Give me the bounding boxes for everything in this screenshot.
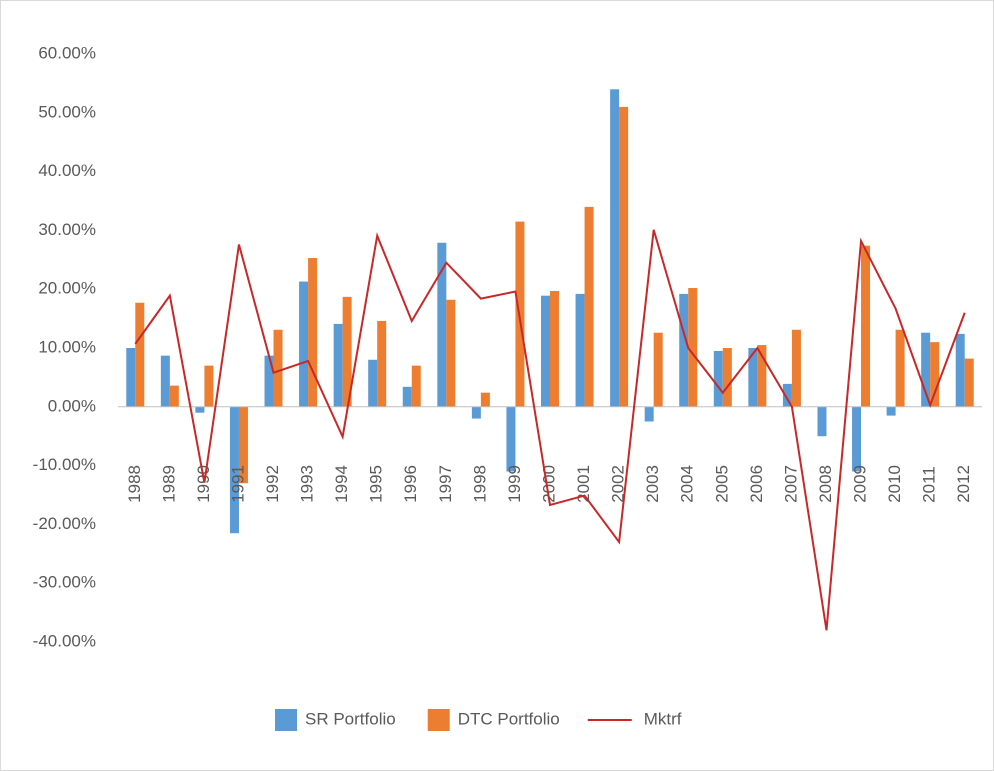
- x-tick-label: 1988: [125, 465, 144, 503]
- bar: [195, 406, 205, 413]
- y-tick-label: 50.00%: [38, 102, 96, 121]
- bar: [852, 406, 862, 472]
- bar: [204, 365, 214, 407]
- x-tick-label: 2003: [643, 465, 662, 503]
- bar: [299, 281, 309, 407]
- y-tick-label: -10.00%: [33, 455, 96, 474]
- bar: [713, 350, 723, 407]
- bar: [861, 245, 871, 407]
- bar: [619, 106, 629, 407]
- bar: [895, 329, 905, 407]
- y-tick-label: -40.00%: [33, 631, 96, 650]
- x-tick-label: 1996: [401, 465, 420, 503]
- bar: [480, 392, 490, 407]
- x-tick-label: 1990: [194, 465, 213, 503]
- x-tick-label: 2011: [920, 466, 939, 503]
- bar: [377, 320, 387, 407]
- bar: [264, 355, 274, 407]
- bar: [273, 329, 283, 407]
- x-tick-label: 2009: [851, 465, 870, 503]
- y-tick-label: 10.00%: [38, 337, 96, 356]
- x-tick-label: 2012: [954, 465, 973, 503]
- bar: [333, 323, 343, 407]
- x-tick-label: 1998: [470, 465, 489, 503]
- y-tick-label: 60.00%: [38, 43, 96, 62]
- bar: [886, 406, 896, 416]
- bar: [368, 359, 378, 407]
- bar: [955, 333, 965, 407]
- bar: [653, 332, 663, 407]
- bar: [471, 406, 481, 419]
- bar: [679, 293, 689, 407]
- x-tick-label: 1991: [228, 465, 247, 503]
- bar: [722, 348, 732, 407]
- x-tick-label: 1997: [436, 465, 455, 503]
- y-tick-label: -20.00%: [33, 514, 96, 533]
- x-tick-label: 2010: [885, 465, 904, 503]
- bar: [229, 406, 239, 534]
- bar: [126, 348, 136, 407]
- bar: [921, 332, 931, 407]
- y-tick-label: 30.00%: [38, 220, 96, 239]
- bar: [506, 406, 516, 472]
- bar: [160, 355, 170, 407]
- x-tick-label: 1993: [298, 465, 317, 503]
- bar: [584, 206, 594, 407]
- bar: [930, 342, 940, 407]
- x-tick-label: 2004: [678, 465, 697, 503]
- bar: [964, 358, 974, 407]
- bar: [446, 299, 456, 407]
- legend-label: SR Portfolio: [305, 709, 396, 728]
- x-tick-label: 1999: [505, 465, 524, 503]
- bar: [402, 386, 412, 407]
- legend-swatch: [275, 709, 297, 731]
- legend-label: DTC Portfolio: [458, 709, 560, 728]
- bar: [238, 406, 248, 484]
- bar: [169, 385, 179, 407]
- x-tick-label: 1994: [332, 465, 351, 503]
- bar: [757, 345, 767, 407]
- bar: [437, 242, 447, 407]
- bar: [135, 302, 145, 407]
- bar: [644, 406, 654, 422]
- bar: [782, 383, 792, 407]
- y-tick-label: 20.00%: [38, 279, 96, 298]
- x-tick-label: 1992: [263, 465, 282, 503]
- bar: [688, 288, 698, 407]
- x-tick-label: 1995: [367, 465, 386, 503]
- bar: [550, 290, 559, 407]
- y-tick-label: 0.00%: [48, 396, 96, 415]
- y-tick-label: -30.00%: [33, 573, 96, 592]
- x-tick-label: 1989: [159, 465, 178, 503]
- x-tick-label: 2007: [781, 465, 800, 503]
- x-tick-label: 2002: [609, 465, 628, 503]
- bar: [411, 365, 421, 407]
- bar: [342, 296, 352, 407]
- legend-label: Mktrf: [644, 709, 682, 728]
- bar: [308, 258, 318, 407]
- bar: [748, 348, 758, 407]
- x-tick-label: 2001: [574, 465, 593, 503]
- x-tick-label: 2005: [712, 465, 731, 503]
- bar: [817, 406, 827, 437]
- bar: [791, 329, 801, 407]
- bar: [610, 89, 620, 407]
- x-tick-label: 2006: [747, 465, 766, 503]
- y-tick-label: 40.00%: [38, 161, 96, 180]
- legend-swatch: [427, 709, 450, 731]
- bar: [575, 293, 585, 407]
- bar: [541, 295, 550, 407]
- x-tick-label: 2008: [816, 465, 835, 503]
- line-series: [134, 229, 966, 631]
